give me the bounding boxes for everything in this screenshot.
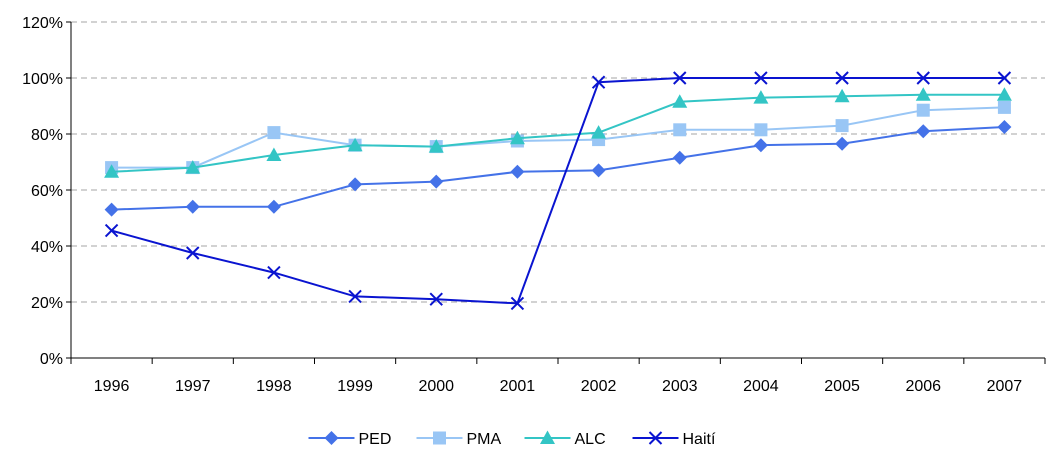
data-point-alc (104, 164, 120, 178)
legend-label: PED (359, 431, 392, 448)
data-point-alc (428, 139, 444, 153)
x-tick-label: 2006 (905, 378, 941, 395)
data-point-ped (753, 138, 768, 153)
series-line-alc (111, 93, 1005, 173)
legend-label: Haití (683, 431, 716, 448)
data-point-alc (185, 160, 201, 174)
data-point-alc (591, 125, 607, 139)
data-point-alc (996, 87, 1012, 101)
legend-marker (648, 431, 663, 445)
x-tick-label: 1996 (94, 378, 130, 395)
y-tick-label: 60% (31, 183, 63, 200)
series-pma (105, 100, 1011, 175)
series-line-haiti (111, 77, 1005, 305)
data-point-ped (510, 164, 525, 179)
y-axis-tick-labels: 0% 20% 40% 60% 80% 100% 120% (22, 15, 63, 368)
data-point-ped (916, 124, 931, 139)
data-point-alc (347, 137, 363, 152)
data-point-haiti (673, 71, 687, 85)
x-tick-label: 2003 (662, 378, 698, 395)
legend: PED PMA ALC Haití (308, 430, 716, 448)
data-point-ped (429, 174, 444, 189)
data-point-pma (916, 103, 930, 117)
y-tick-label: 20% (31, 295, 63, 312)
data-point-haiti (916, 71, 930, 85)
data-point-haiti (267, 265, 281, 280)
legend-label: PMA (467, 431, 502, 448)
x-tick-label: 1999 (337, 378, 373, 395)
gridlines (71, 21, 1045, 303)
data-point-ped (104, 202, 119, 217)
x-tick-label: 1997 (175, 378, 211, 395)
x-tick-label: 2007 (987, 378, 1023, 395)
data-point-haiti (835, 71, 849, 85)
data-point-alc (509, 130, 525, 145)
x-axis-tick-labels: 1996 1997 1998 1999 2000 2001 2002 2003 2004 2005… (94, 378, 1023, 395)
legend-marker (433, 431, 446, 445)
data-point-ped (348, 177, 363, 192)
data-point-pma (997, 100, 1011, 114)
y-tick-label: 80% (31, 127, 63, 144)
x-tick-label: 2001 (500, 378, 536, 395)
data-point-alc (915, 87, 931, 101)
series-line-ped (111, 126, 1005, 211)
data-point-pma (754, 123, 768, 137)
legend-marker (324, 431, 339, 445)
legend-marker (540, 430, 555, 444)
data-point-haiti (510, 296, 525, 311)
data-point-alc (753, 90, 769, 104)
data-point-ped (835, 136, 850, 151)
data-point-haiti (754, 71, 768, 85)
legend-entry-ped: PED (308, 431, 392, 448)
data-point-haiti (997, 71, 1012, 85)
data-point-ped (997, 120, 1012, 134)
data-series (104, 71, 1012, 311)
y-tick-label: 0% (40, 351, 63, 368)
x-tick-label: 2005 (824, 378, 860, 395)
data-point-haiti (591, 75, 606, 89)
legend-entry-pma: PMA (416, 431, 502, 448)
data-point-haiti (186, 246, 200, 260)
y-tick-label: 100% (22, 71, 63, 88)
data-point-haiti (104, 223, 119, 238)
data-point-haiti (429, 292, 443, 306)
legend-entry-haiti: Haití (632, 431, 716, 448)
axes (66, 21, 1046, 364)
series-alc (104, 87, 1012, 178)
data-point-pma (267, 126, 281, 140)
data-point-haiti (348, 289, 362, 304)
legend-label: ALC (575, 431, 606, 448)
data-point-pma (673, 123, 687, 137)
data-point-ped (266, 199, 281, 214)
x-tick-label: 2004 (743, 378, 779, 395)
series-line-pma (111, 106, 1005, 169)
series-haiti (104, 71, 1012, 311)
data-point-ped (672, 150, 687, 165)
y-tick-label: 40% (31, 239, 63, 256)
series-ped (104, 120, 1012, 217)
x-tick-label: 2002 (581, 378, 617, 395)
data-point-ped (591, 163, 606, 178)
x-tick-label: 2000 (418, 378, 454, 395)
x-tick-label: 1998 (256, 378, 292, 395)
data-point-alc (266, 147, 282, 161)
data-point-pma (835, 119, 849, 133)
data-point-alc (672, 94, 688, 108)
legend-entry-alc: ALC (524, 430, 606, 448)
y-tick-label: 120% (22, 15, 63, 32)
data-point-alc (834, 88, 850, 103)
data-point-ped (185, 199, 200, 214)
